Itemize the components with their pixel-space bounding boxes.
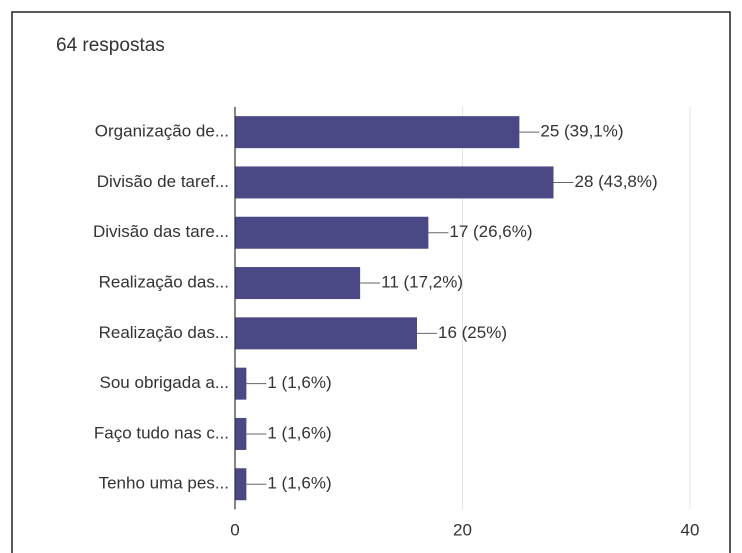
value-label: 1 (1,6%) [267,423,331,442]
y-tick-label: Sou obrigada a... [100,373,229,392]
bar [235,468,247,501]
bar [235,267,361,300]
x-tick-label: 40 [681,520,700,539]
y-tick-label: Tenho uma pes... [99,474,229,493]
y-tick-label: Realização das... [99,273,229,292]
y-tick-label: Divisão de taref... [97,172,229,191]
bar [235,166,554,199]
bar [235,367,247,400]
chart-title: 64 respostas [56,35,165,56]
value-label: 1 (1,6%) [267,373,331,392]
y-tick-label: Divisão das tare... [93,222,229,241]
value-label: 1 (1,6%) [267,474,331,493]
frame [11,11,731,553]
bar [235,116,520,149]
value-label: 25 (39,1%) [540,122,623,141]
bar [235,417,247,450]
y-tick-label: Realização das... [99,323,229,342]
y-tick-label: Organização de... [95,122,229,141]
bar [235,317,417,350]
value-label: 17 (26,6%) [449,222,532,241]
bar [235,216,429,249]
x-tick-label: 20 [453,520,472,539]
value-label: 16 (25%) [438,323,507,342]
value-label: 28 (43,8%) [575,172,658,191]
x-tick-label: 0 [230,520,239,539]
value-label: 11 (17,2%) [381,273,463,292]
y-tick-label: Faço tudo nas c... [94,423,229,442]
